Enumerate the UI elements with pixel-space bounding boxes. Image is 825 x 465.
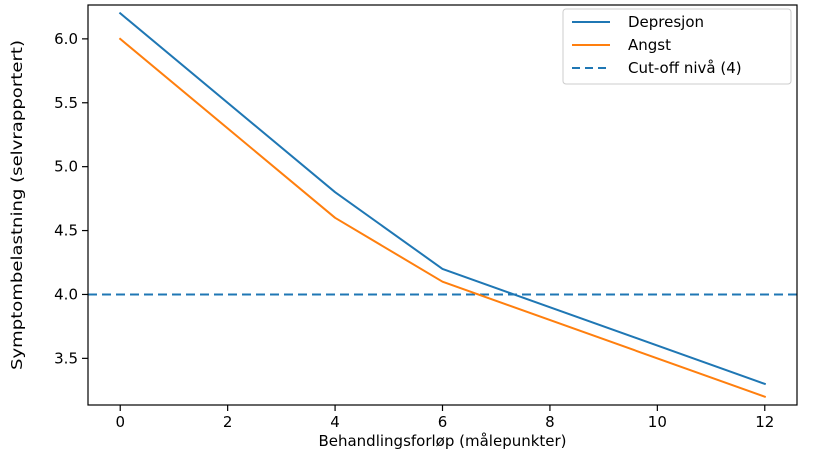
y-tick-label: 5.0 xyxy=(54,158,78,176)
x-tick-label: 10 xyxy=(648,413,667,431)
y-tick-label: 4.0 xyxy=(54,285,78,303)
legend-label-1: Angst xyxy=(628,36,671,54)
x-tick-label: 12 xyxy=(755,413,774,431)
axes-layer: 0 2 4 6 8 10 12 3.5 4.0 4.5 5.0 5.5 6.0 xyxy=(54,4,798,431)
x-axis-label: Behandlingsforløp (målepunkter) xyxy=(318,432,566,450)
x-tick-label: 4 xyxy=(330,413,340,431)
series-line-1 xyxy=(118,37,767,398)
series-line-0 xyxy=(118,11,767,386)
y-tick-label: 3.5 xyxy=(54,349,78,367)
x-tick-label: 2 xyxy=(223,413,233,431)
legend-box xyxy=(562,8,792,85)
y-axis-label: Symptombelastning (selvrapportert) xyxy=(8,40,26,370)
x-tick-label: 6 xyxy=(438,413,448,431)
legend-label-2: Cut-off nivå (4) xyxy=(628,59,742,77)
plot-layer xyxy=(88,11,797,398)
y-tick-label: 6.0 xyxy=(54,30,78,48)
x-tick-label: 8 xyxy=(545,413,555,431)
x-tick-label: 0 xyxy=(115,413,125,431)
y-tick-label: 4.5 xyxy=(54,222,78,240)
legend: Depresjon Angst Cut-off nivå (4) xyxy=(562,8,792,85)
legend-label-0: Depresjon xyxy=(628,13,704,31)
y-tick-label: 5.5 xyxy=(54,94,78,112)
